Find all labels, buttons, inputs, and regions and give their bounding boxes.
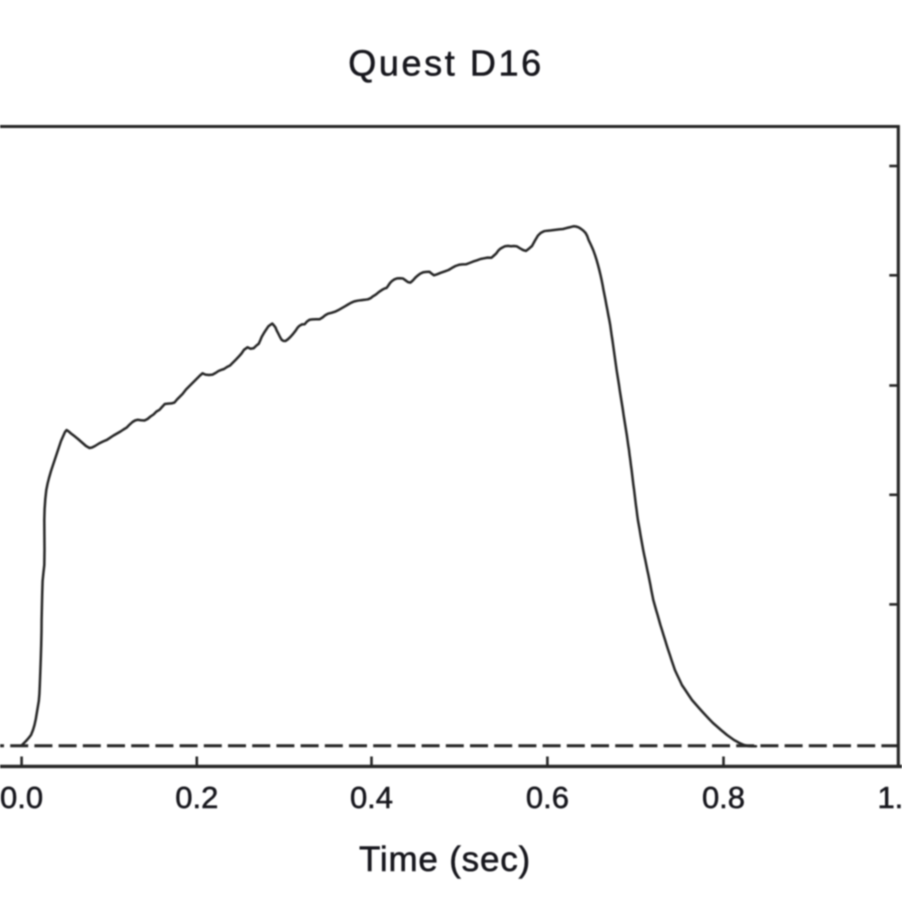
svg-text:0.6: 0.6: [526, 780, 569, 815]
svg-text:0.2: 0.2: [175, 780, 218, 815]
svg-text:0.0: 0.0: [0, 780, 43, 815]
svg-text:Quest D16: Quest D16: [348, 43, 544, 84]
svg-text:0.8: 0.8: [702, 780, 745, 815]
svg-text:Time (sec): Time (sec): [359, 840, 531, 879]
svg-text:1.0: 1.0: [877, 780, 902, 815]
svg-text:0.4: 0.4: [350, 780, 393, 815]
